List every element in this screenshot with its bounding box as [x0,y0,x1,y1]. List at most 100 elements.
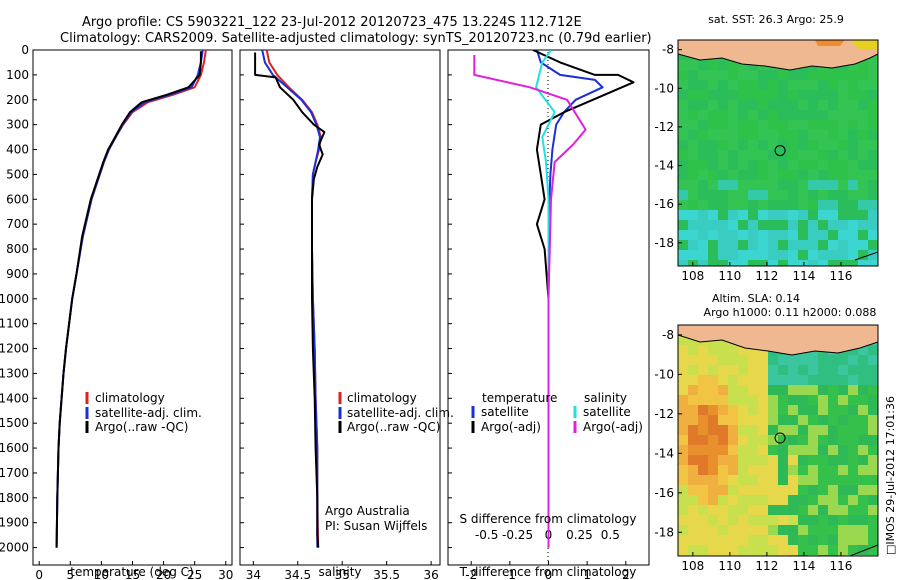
sla-cell [808,365,818,375]
sla-cell [738,375,748,385]
sla-cell [798,505,808,515]
lat-tick-label: -16 [654,197,674,211]
sst-cell [798,220,808,230]
sst-cell [718,260,728,266]
sst-cell [778,260,788,266]
sst-cell [738,180,748,190]
sst-cell [868,210,878,220]
sst-cell [828,150,838,160]
sst-cell [678,250,688,260]
sla-cell [868,395,878,405]
sst-cell [738,260,748,266]
sla-cell [688,505,698,515]
sla-cell [698,385,708,395]
sst-cell [818,90,828,100]
sst-cell [728,170,738,180]
sst-cell [848,180,858,190]
sst-cell [708,190,718,200]
sla-cell [828,395,838,405]
sla-cell [858,535,868,545]
sst-cell [688,230,698,240]
sla-cell [838,405,848,415]
sst-cell [848,110,858,120]
sst-cell [678,90,688,100]
series-satellite-adj-clim- [55,50,204,548]
depth-tick-label: 1500 [0,416,29,430]
sst-cell [858,180,868,190]
sst-cell [818,100,828,110]
sla-cell [718,355,728,365]
sla-cell [718,495,728,505]
sst-cell [738,100,748,110]
x-tick-label: 35 [335,568,350,580]
sla-cell [828,435,838,445]
sla-cell [798,485,808,495]
argo-position-marker [774,145,786,157]
sst-cell [738,110,748,120]
sst-cell [758,170,768,180]
sla-cell [788,465,798,475]
sla-cell [698,465,708,475]
sla-cell [708,485,718,495]
sst-cell [748,210,758,220]
sst-cell [708,150,718,160]
sla-cell [868,415,878,425]
sst-cell [818,110,828,120]
sst-cell [868,60,878,70]
sla-cell [738,475,748,485]
sla-cell [728,515,738,525]
sla-cell [688,415,698,425]
sla-cell [678,535,688,545]
sla-cell [788,485,798,495]
series-s-satellite [535,50,556,548]
sst-cell [698,250,708,260]
sla-cell [748,365,758,375]
sla-cell [728,545,738,555]
sst-cell [848,160,858,170]
sst-cell [698,80,708,90]
stamp-icon: □ [884,544,897,555]
sla-cell [778,415,788,425]
sla-cell [838,465,848,475]
sla-cell [708,365,718,375]
sla-cell [858,515,868,525]
sst-cell [728,210,738,220]
sst-cell [718,80,728,90]
sla-map-title-2: Argo h1000: 0.11 h2000: 0.088 [704,306,877,319]
sst-cell [768,220,778,230]
sla-cell [868,495,878,505]
sla-cell [718,445,728,455]
sst-cell [838,130,848,140]
sla-cell [858,485,868,495]
sst-cell [768,140,778,150]
sst-cell [758,240,768,250]
sst-cell [698,100,708,110]
sla-cell [778,375,788,385]
sst-cell [858,260,868,266]
sla-cell [818,495,828,505]
sst-cell [788,130,798,140]
sst-cell [798,150,808,160]
sst-hot-patch [815,40,845,46]
sla-cell [768,355,778,365]
sla-cell [728,495,738,505]
sst-cell [768,70,778,80]
sla-cell [778,385,788,395]
sla-cell [718,415,728,425]
sst-cell [848,70,858,80]
sst-cell [848,90,858,100]
sst-cell [808,180,818,190]
sst-cell [768,150,778,160]
sla-cell [718,405,728,415]
sst-cell [738,140,748,150]
sst-cell [758,150,768,160]
sla-cell [758,515,768,525]
sst-cell [758,160,768,170]
sla-cell [688,475,698,485]
sla-cell [728,485,738,495]
sla-cell [758,435,768,445]
sla-cell [808,505,818,515]
sst-cell [798,80,808,90]
sst-cell [838,240,848,250]
sst-cell [698,140,708,150]
